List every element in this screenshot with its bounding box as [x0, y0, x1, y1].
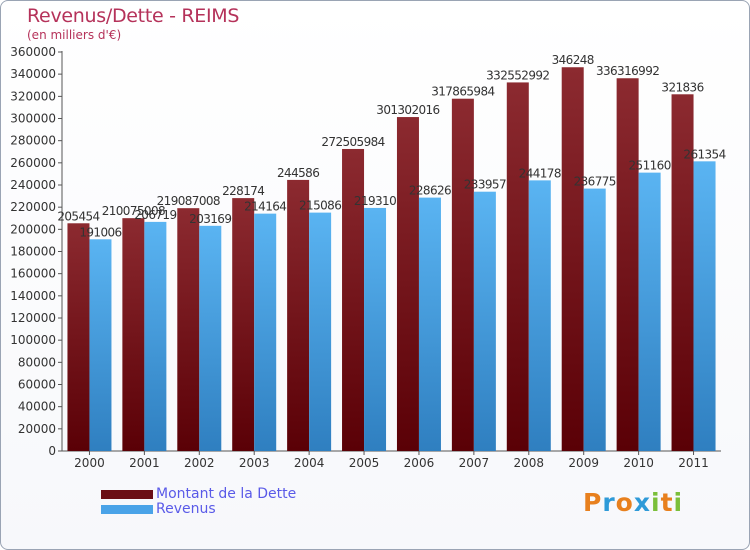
data-label: 272505984 [321, 135, 384, 149]
data-label: 332552992 [486, 68, 549, 82]
bar-dette [451, 98, 474, 452]
logo-letter: x [633, 488, 651, 517]
y-tick-label: 180000 [10, 245, 56, 259]
bar-dette [232, 198, 255, 451]
x-tick-label: 2002 [184, 456, 215, 470]
bar-revenus [528, 180, 551, 451]
y-tick-label: 20000 [18, 422, 56, 436]
bar-revenus [418, 197, 441, 451]
data-label: 215086 [299, 199, 341, 213]
data-label: 210075008 [102, 204, 165, 218]
logo-letter: i [651, 488, 661, 517]
y-tick-label: 60000 [18, 378, 56, 392]
bar-dette [506, 82, 529, 451]
bar-revenus [638, 172, 661, 452]
data-label: 205454 [57, 209, 99, 223]
bar-revenus [254, 213, 277, 451]
bar-revenus [473, 191, 496, 451]
legend-swatch-debt [101, 490, 153, 499]
y-tick-label: 120000 [10, 311, 56, 325]
proxiti-logo: Proxiti [583, 488, 683, 517]
data-label: 336316992 [596, 64, 659, 78]
y-tick-label: 300000 [10, 112, 56, 126]
data-label: 219310 [354, 194, 396, 208]
bar-revenus [693, 161, 716, 452]
legend-label-debt: Montant de la Dette [156, 486, 297, 502]
data-label: 301302016 [376, 103, 439, 117]
y-tick-label: 260000 [10, 156, 56, 170]
chart-subtitle: (en milliers d'€) [27, 28, 122, 42]
y-tick-label: 140000 [10, 289, 56, 303]
y-tick-label: 320000 [10, 89, 56, 103]
bar-dette [671, 94, 694, 451]
data-label: 214164 [244, 200, 286, 214]
bar-dette [177, 208, 200, 451]
data-label: 236775 [574, 175, 616, 189]
bar-dette [122, 218, 145, 451]
y-tick-label: 100000 [10, 333, 56, 347]
x-tick-label: 2004 [294, 456, 325, 470]
x-tick-label: 2007 [459, 456, 490, 470]
x-tick-label: 2011 [678, 456, 709, 470]
bar-revenus [144, 221, 167, 451]
data-label: 233957 [464, 178, 506, 192]
logo-letter: r [602, 488, 616, 517]
data-label: 244178 [519, 166, 561, 180]
data-label: 228626 [409, 184, 451, 198]
y-tick-label: 220000 [10, 200, 56, 214]
data-label: 219087008 [157, 194, 220, 208]
x-tick-label: 2010 [623, 456, 654, 470]
data-label: 261354 [683, 147, 725, 161]
y-tick-label: 80000 [18, 355, 56, 369]
data-label: 317865984 [431, 85, 494, 99]
y-tick-label: 0 [48, 444, 56, 458]
data-label: 244586 [277, 166, 319, 180]
y-tick-label: 360000 [10, 45, 56, 59]
bar-revenus [583, 188, 606, 451]
y-tick-label: 200000 [10, 222, 56, 236]
y-tick-label: 240000 [10, 178, 56, 192]
x-tick-label: 2003 [239, 456, 270, 470]
bar-revenus [199, 225, 222, 451]
x-tick-label: 2006 [404, 456, 435, 470]
data-label: 251160 [629, 159, 671, 173]
logo-letter: i [673, 488, 684, 517]
bar-revenus [364, 207, 387, 451]
x-tick-label: 2001 [129, 456, 160, 470]
y-tick-label: 340000 [10, 67, 56, 81]
bar-revenus [89, 239, 112, 451]
data-label: 203169 [189, 212, 231, 226]
data-label: 321836 [661, 80, 703, 94]
y-tick-label: 40000 [18, 400, 56, 414]
bar-dette [561, 67, 584, 452]
bar-revenus [309, 212, 332, 451]
data-label: 228174 [222, 184, 264, 198]
logo-letter: P [583, 488, 603, 517]
data-label: 206719 [134, 208, 176, 222]
y-tick-label: 280000 [10, 134, 56, 148]
x-tick-label: 2009 [568, 456, 599, 470]
x-tick-label: 2008 [514, 456, 545, 470]
chart-title: Revenus/Dette - REIMS [27, 5, 240, 27]
data-label: 191006 [79, 225, 121, 239]
bar-dette [396, 117, 419, 452]
x-tick-label: 2005 [349, 456, 380, 470]
x-tick-label: 2000 [74, 456, 105, 470]
logo-letter: o [615, 488, 634, 517]
data-label: 346248 [552, 53, 594, 67]
bar-dette [67, 223, 90, 451]
legend-swatch-revenus [101, 505, 153, 514]
logo-letter: t [660, 488, 674, 517]
legend-label-revenus: Revenus [156, 501, 216, 517]
bar-dette [287, 179, 310, 452]
bar-dette [342, 148, 365, 451]
y-tick-label: 160000 [10, 267, 56, 281]
bar-dette [616, 78, 639, 452]
